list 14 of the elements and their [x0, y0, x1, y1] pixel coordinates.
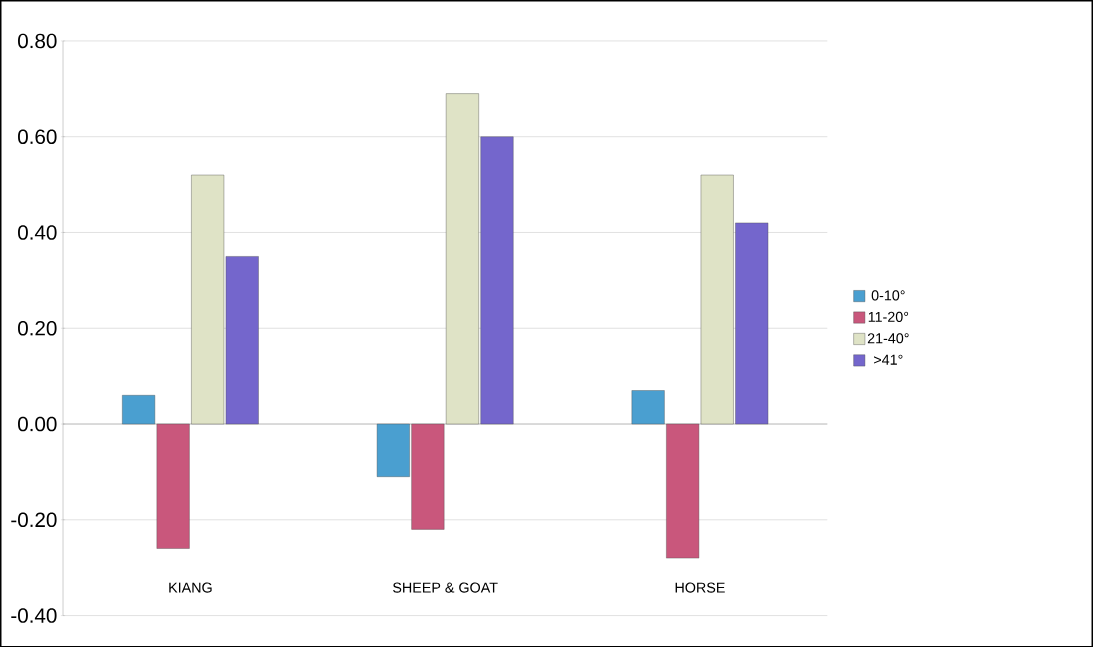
legend-label: 0-10°: [871, 290, 905, 301]
legend-label: >41°: [874, 354, 903, 365]
y-tick-label: -0.20: [11, 512, 57, 527]
y-tick-label: 0.40: [18, 224, 57, 240]
x-tick-label: KIANG: [169, 582, 212, 593]
y-tick-label: 0.20: [18, 320, 57, 336]
legend-label: 11-20°: [868, 311, 909, 322]
legend-label: 21-40°: [867, 333, 909, 344]
x-tick-label: SHEEP & GOAT: [393, 582, 498, 593]
y-tick-label: 0.00: [18, 416, 57, 432]
x-tick-label: HORSE: [675, 582, 725, 593]
y-tick-label: 0.60: [18, 129, 57, 144]
y-tick-label: -0.40: [11, 608, 57, 623]
y-tick-label: 0.80: [18, 33, 57, 49]
